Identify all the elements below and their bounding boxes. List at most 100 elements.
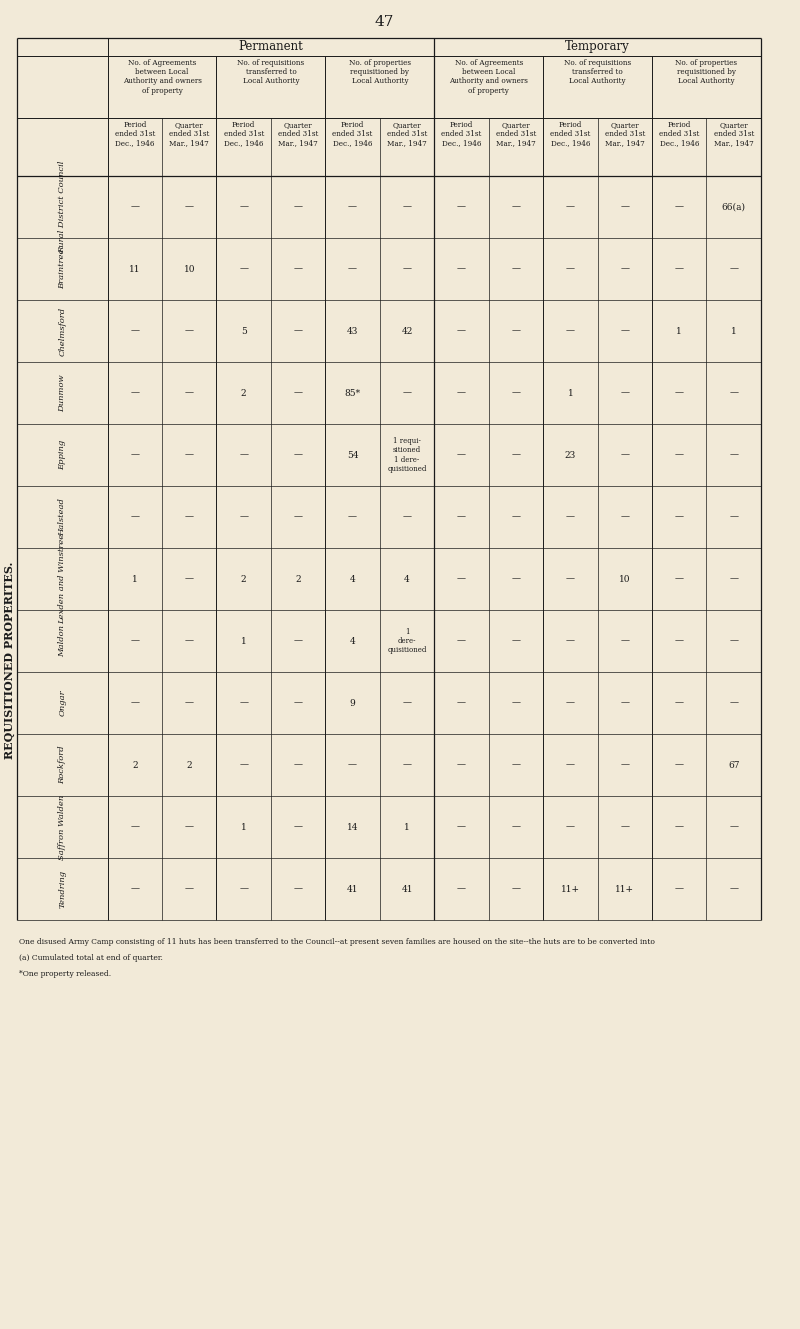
Text: —: — — [457, 699, 466, 707]
Text: Ongar: Ongar — [58, 690, 66, 716]
Text: —: — — [294, 760, 302, 769]
Text: —: — — [620, 760, 630, 769]
Text: 23: 23 — [565, 451, 576, 460]
Text: —: — — [185, 574, 194, 583]
Text: *One property released.: *One property released. — [19, 970, 111, 978]
Text: —: — — [130, 451, 139, 460]
Text: Quarter
ended 31st
Mar., 1947: Quarter ended 31st Mar., 1947 — [496, 121, 536, 148]
Text: —: — — [566, 637, 575, 646]
Text: —: — — [457, 885, 466, 893]
Text: —: — — [294, 451, 302, 460]
Text: —: — — [620, 327, 630, 335]
Text: —: — — [620, 513, 630, 521]
Text: —: — — [457, 388, 466, 397]
Text: —: — — [457, 202, 466, 211]
Text: —: — — [511, 327, 521, 335]
Text: —: — — [185, 327, 194, 335]
Text: —: — — [130, 513, 139, 521]
Text: —: — — [620, 637, 630, 646]
Text: No. of properties
requisitioned by
Local Authority: No. of properties requisitioned by Local… — [675, 58, 738, 85]
Text: —: — — [566, 699, 575, 707]
Text: —: — — [130, 823, 139, 832]
Text: 41: 41 — [347, 885, 358, 893]
Text: —: — — [674, 760, 684, 769]
Text: —: — — [674, 885, 684, 893]
Text: Quarter
ended 31st
Mar., 1947: Quarter ended 31st Mar., 1947 — [169, 121, 210, 148]
Text: —: — — [566, 202, 575, 211]
Text: No. of requisitions
transferred to
Local Authority: No. of requisitions transferred to Local… — [564, 58, 631, 85]
Text: Period
ended 31st
Dec., 1946: Period ended 31st Dec., 1946 — [442, 121, 482, 148]
Text: 1: 1 — [404, 823, 410, 832]
Text: —: — — [511, 388, 521, 397]
Text: —: — — [294, 327, 302, 335]
Text: No. of Agreements
between Local
Authority and owners
of property: No. of Agreements between Local Authorit… — [450, 58, 528, 94]
Text: One disused Army Camp consisting of 11 huts has been transferred to the Council-: One disused Army Camp consisting of 11 h… — [19, 938, 655, 946]
Text: Halstead: Halstead — [58, 498, 66, 536]
Text: Braintree: Braintree — [58, 249, 66, 290]
Text: 42: 42 — [402, 327, 413, 335]
Text: —: — — [185, 699, 194, 707]
Text: —: — — [511, 574, 521, 583]
Text: —: — — [511, 513, 521, 521]
Text: 4: 4 — [404, 574, 410, 583]
Text: Permanent: Permanent — [238, 40, 303, 53]
Text: —: — — [185, 823, 194, 832]
Text: —: — — [566, 574, 575, 583]
Text: —: — — [130, 327, 139, 335]
Text: 2: 2 — [241, 574, 246, 583]
Text: —: — — [239, 202, 248, 211]
Text: —: — — [457, 513, 466, 521]
Text: Maldon: Maldon — [58, 625, 66, 657]
Text: —: — — [511, 637, 521, 646]
Text: —: — — [402, 699, 411, 707]
Text: —: — — [239, 451, 248, 460]
Text: 54: 54 — [346, 451, 358, 460]
Text: 1: 1 — [567, 388, 574, 397]
Text: —: — — [402, 202, 411, 211]
Text: —: — — [294, 823, 302, 832]
Text: —: — — [457, 637, 466, 646]
Text: —: — — [294, 699, 302, 707]
Text: 2: 2 — [241, 388, 246, 397]
Text: 1 requi-
sitioned
1 dere-
quisitioned: 1 requi- sitioned 1 dere- quisitioned — [387, 437, 426, 473]
Text: —: — — [294, 637, 302, 646]
Text: —: — — [730, 699, 738, 707]
Text: —: — — [239, 760, 248, 769]
Text: No. of requisitions
transferred to
Local Authority: No. of requisitions transferred to Local… — [238, 58, 305, 85]
Text: —: — — [566, 760, 575, 769]
Text: —: — — [674, 637, 684, 646]
Text: —: — — [566, 513, 575, 521]
Text: —: — — [294, 513, 302, 521]
Text: —: — — [511, 699, 521, 707]
Text: —: — — [674, 823, 684, 832]
Text: —: — — [674, 388, 684, 397]
Text: —: — — [511, 885, 521, 893]
Text: —: — — [620, 388, 630, 397]
Text: —: — — [674, 451, 684, 460]
Text: 5: 5 — [241, 327, 246, 335]
Text: —: — — [457, 264, 466, 274]
Text: Lexden and Winstree: Lexden and Winstree — [58, 534, 66, 625]
Text: —: — — [566, 327, 575, 335]
Text: (a) Cumulated total at end of quarter.: (a) Cumulated total at end of quarter. — [19, 954, 163, 962]
Text: —: — — [511, 202, 521, 211]
Text: —: — — [130, 699, 139, 707]
Text: —: — — [294, 202, 302, 211]
Text: 41: 41 — [402, 885, 413, 893]
Text: —: — — [130, 202, 139, 211]
Text: —: — — [185, 388, 194, 397]
Text: 85*: 85* — [345, 388, 361, 397]
Text: No. of Agreements
between Local
Authority and owners
of property: No. of Agreements between Local Authorit… — [122, 58, 202, 94]
Text: —: — — [620, 699, 630, 707]
Text: —: — — [511, 264, 521, 274]
Text: Epping: Epping — [58, 440, 66, 470]
Text: —: — — [294, 388, 302, 397]
Text: —: — — [674, 202, 684, 211]
Text: —: — — [620, 264, 630, 274]
Text: —: — — [348, 760, 357, 769]
Text: 2: 2 — [295, 574, 301, 583]
Text: —: — — [457, 823, 466, 832]
Text: —: — — [457, 574, 466, 583]
Text: —: — — [348, 513, 357, 521]
Text: —: — — [730, 513, 738, 521]
